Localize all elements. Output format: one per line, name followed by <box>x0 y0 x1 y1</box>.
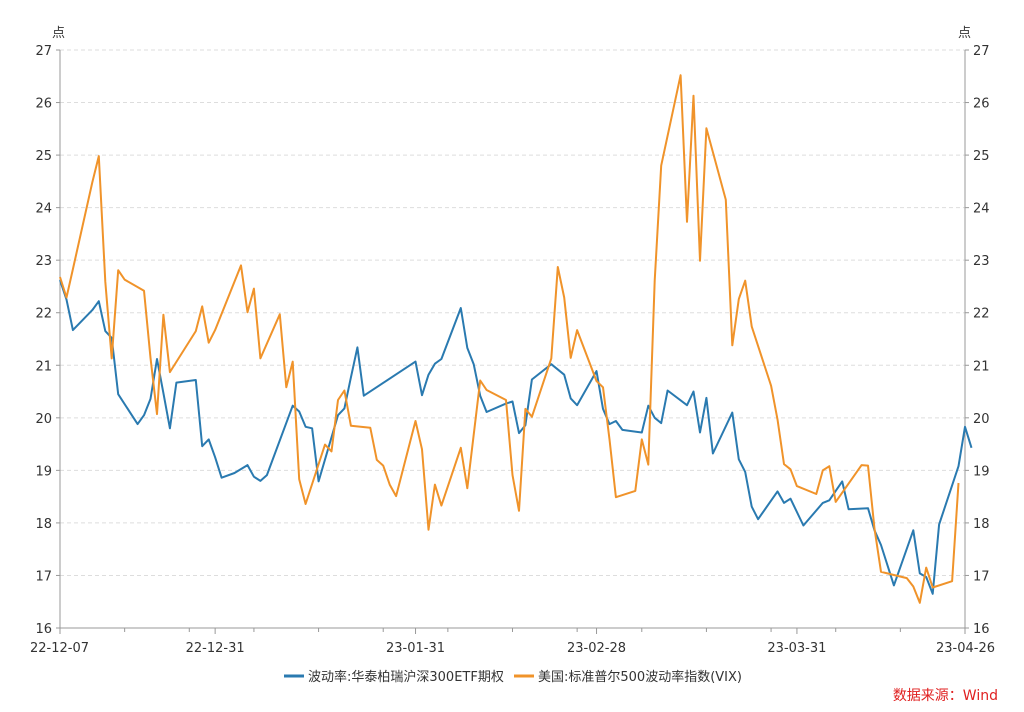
y-tick-label-left: 22 <box>35 307 52 322</box>
legend: 波动率:华泰柏瑞沪深300ETF期权 美国:标准普尔500波动率指数(VIX) <box>284 669 742 685</box>
y-tick-label-left: 27 <box>35 44 52 59</box>
y-tick-label-right: 17 <box>973 569 990 584</box>
y-tick-label-left: 19 <box>35 464 52 479</box>
source-note: 数据来源：Wind <box>892 688 998 704</box>
y-tick-label-left: 23 <box>35 254 52 269</box>
y-tick-label-right: 22 <box>973 307 990 322</box>
x-tick-label: 22-12-31 <box>186 641 245 656</box>
legend-label: 波动率:华泰柏瑞沪深300ETF期权 <box>308 669 504 685</box>
x-tick-labels: 22-12-07 22-12-31 23-01-31 23-02-28 23-03-31… <box>30 641 995 656</box>
left-axis-unit: 点 <box>52 26 65 41</box>
y-tick-label-right: 21 <box>973 359 990 374</box>
y-tick-label-right: 27 <box>973 44 990 59</box>
y-tick-label-left: 20 <box>35 412 52 427</box>
gridlines <box>56 49 969 634</box>
y-tick-label-right: 25 <box>973 149 990 164</box>
x-tick-label: 23-03-31 <box>767 641 826 656</box>
x-tick-label: 23-01-31 <box>386 641 445 656</box>
y-tick-label-left: 16 <box>35 622 52 637</box>
y-tick-label-left: 26 <box>35 97 52 112</box>
series-line-1 <box>59 74 960 604</box>
y-tick-label-right: 19 <box>973 464 990 479</box>
y-tick-labels: 16 16 17 17 18 18 19 19 20 20 21 21 22 22 23 23 24 24 25 25… <box>35 44 989 637</box>
y-tick-label-right: 26 <box>973 97 990 112</box>
y-tick-label-right: 24 <box>973 202 990 217</box>
x-tick-label: 22-12-07 <box>30 641 89 656</box>
y-tick-label-right: 18 <box>973 517 990 532</box>
series-line-0 <box>59 279 973 595</box>
axes <box>59 50 966 629</box>
y-tick-label-left: 25 <box>35 149 52 164</box>
x-tick-label: 23-02-28 <box>567 641 626 656</box>
y-tick-label-left: 17 <box>35 569 52 584</box>
series-lines <box>59 74 973 604</box>
right-axis-unit: 点 <box>958 26 971 41</box>
y-tick-label-left: 21 <box>35 359 52 374</box>
y-tick-label-right: 20 <box>973 412 990 427</box>
legend-label: 美国:标准普尔500波动率指数(VIX) <box>538 669 742 685</box>
y-tick-label-left: 24 <box>35 202 52 217</box>
y-tick-label-left: 18 <box>35 517 52 532</box>
y-tick-label-right: 16 <box>973 622 990 637</box>
x-tick-label: 23-04-26 <box>936 641 995 656</box>
y-tick-label-right: 23 <box>973 254 990 269</box>
